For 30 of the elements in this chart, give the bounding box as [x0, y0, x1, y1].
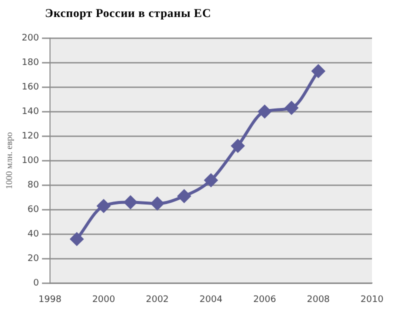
- point: [258, 105, 272, 118]
- y-axis-title: 1000 млн. евро: [4, 132, 14, 190]
- point: [150, 197, 164, 210]
- x-tick-label: 2000: [92, 294, 116, 305]
- x-tick-label: 2002: [146, 294, 169, 305]
- y-tick-label: 160: [22, 82, 40, 92]
- y-tick-label: 40: [28, 230, 40, 240]
- y-tick-label: 180: [22, 58, 40, 68]
- chart-title: Экспорт России в страны ЕС: [45, 6, 212, 21]
- point: [204, 174, 218, 187]
- point: [97, 199, 110, 212]
- point: [284, 101, 298, 114]
- y-tick-label: 20: [28, 254, 40, 264]
- y-tick-label: 120: [22, 131, 40, 142]
- point: [178, 190, 191, 203]
- y-tick-label: 0: [33, 278, 40, 289]
- point: [124, 196, 137, 209]
- point: [231, 139, 244, 152]
- x-tick-label: 2008: [306, 294, 330, 305]
- y-tick-label: 60: [28, 204, 40, 215]
- y-tick-label: 80: [28, 180, 40, 190]
- x-tick-label: 2004: [200, 294, 223, 305]
- y-tick-label: 100: [22, 156, 40, 166]
- y-tick-label: 140: [22, 106, 40, 117]
- point: [70, 232, 84, 246]
- x-tick-label: 2010: [360, 294, 384, 305]
- y-tick-label: 200: [22, 33, 40, 44]
- x-tick-label: 2006: [253, 294, 276, 305]
- point: [312, 64, 325, 78]
- x-tick-label: 1998: [38, 294, 62, 305]
